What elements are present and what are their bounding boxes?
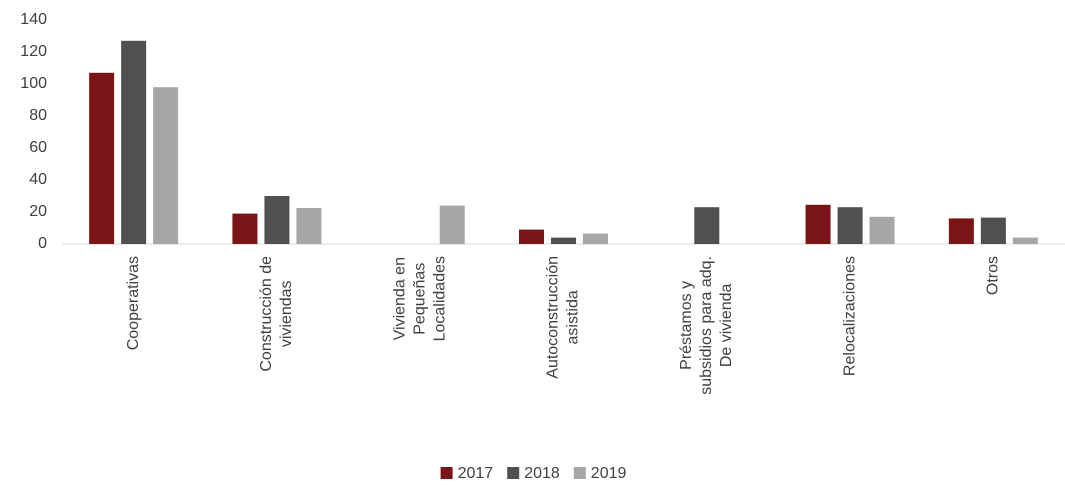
bar (869, 216, 895, 244)
x-tick-label: Relocalizaciones (841, 256, 858, 376)
legend-swatch (573, 467, 586, 479)
bar (296, 208, 322, 244)
y-tick-label: 100 (20, 75, 47, 92)
bar (264, 196, 290, 244)
legend-label: 2019 (591, 465, 627, 482)
bar (837, 207, 863, 244)
bar (948, 218, 974, 244)
legend: 2017 2018 2019 (440, 465, 627, 482)
legend-label: 2018 (524, 465, 560, 482)
x-tick-label: Otros (985, 256, 1002, 295)
y-tick-label: 60 (29, 139, 47, 156)
y-tick-label: 140 (20, 11, 47, 28)
y-tick-label: 0 (38, 235, 47, 252)
legend-swatch (507, 467, 520, 479)
y-tick-label: 80 (29, 107, 47, 124)
bar (439, 205, 465, 244)
x-tick-label: Autoconstrucción asistida (545, 256, 582, 379)
bar (980, 217, 1006, 244)
bar (805, 204, 831, 244)
bar (1012, 237, 1038, 244)
bar (519, 229, 544, 244)
bar (232, 213, 258, 244)
bar (153, 87, 179, 244)
bar (551, 237, 576, 244)
y-tick-label: 20 (29, 203, 47, 220)
legend-swatch (440, 467, 453, 479)
x-tick-label: Construcción de viviendas (258, 256, 295, 372)
x-tick-label: Cooperativas (125, 256, 142, 350)
y-tick-label: 120 (20, 43, 47, 60)
bar (583, 233, 608, 244)
x-tick-label: Préstamos y subsidios para adq. De viviend… (678, 256, 735, 395)
legend-label: 2017 (458, 465, 494, 482)
bar (89, 72, 115, 244)
y-tick-label: 40 (29, 171, 47, 188)
bar (121, 40, 147, 244)
bar (694, 207, 720, 244)
x-tick-label: Vivienda en Pequeñas Localidades (391, 256, 448, 341)
